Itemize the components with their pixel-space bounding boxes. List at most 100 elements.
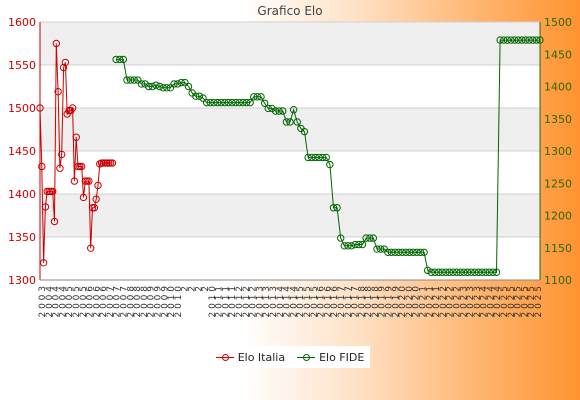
left-tick-label: 1500 [8,102,36,115]
left-tick-label: 1350 [8,231,36,244]
elo-fide-point [116,55,124,64]
elo-fide-point [507,36,515,44]
x-tick-label: 2 0 1 9 [378,286,388,318]
x-tick-label: 2 0 1 0 [174,286,184,318]
elo-fide-point [481,268,490,276]
elo-fide-point [217,98,225,107]
x-tick-label: 2 [201,286,211,292]
elo-italia-point [59,63,68,72]
elo-fide-point [452,268,461,276]
elo-fide-point [442,268,450,276]
elo-italia-point [52,39,61,48]
elo-fide-point [351,240,359,249]
right-tick-label: 1150 [544,242,572,255]
x-tick-label: 2 0 1 7 [344,286,354,318]
elo-fide-point [485,268,493,276]
elo-fide-point [206,98,214,107]
x-tick-label: 2 0 1 2 [249,286,259,318]
x-tick-label: 2 0 0 4 [52,286,62,318]
x-tick-label: 2 0 1 6 [330,286,340,318]
elo-fide-point [264,104,272,113]
elo-fide-point [431,268,439,276]
left-tick-label: 1450 [8,145,36,158]
x-tick-label: 2 0 2 2 [452,286,462,318]
elo-fide-point [409,248,417,256]
x-tick-label: 2 [187,286,197,292]
x-tick-label: 2 0 0 3 [38,286,48,318]
legend-label-italia: Elo Italia [237,350,286,364]
elo-italia-point [38,162,46,171]
elo-fide-point [286,118,294,126]
elo-fide-point [221,98,229,107]
elo-fide-point [405,248,414,256]
x-tick-label: 2 0 0 6 [86,286,96,318]
elo-fide-point [362,234,370,242]
x-tick-label: 2 0 2 5 [527,286,537,318]
x-tick-label: 2 0 1 4 [276,286,286,318]
elo-fide-point [152,81,160,89]
chart-legend: Elo Italia Elo FIDE [210,346,370,368]
elo-italia-point [41,203,50,211]
x-tick-label: 2 0 1 5 [310,286,320,318]
left-tick-label: 1600 [8,16,36,29]
elo-italia-point [58,150,66,159]
elo-fide-point [420,248,428,256]
x-tick-label: 2 0 1 2 [242,286,252,318]
legend-item-fide: Elo FIDE [297,351,364,364]
x-tick-label: 2 0 2 3 [466,286,476,318]
x-tick-label: 2 0 1 4 [283,286,293,318]
x-tick-label: 2 0 0 8 [126,286,136,318]
elo-italia-point [77,162,86,171]
elo-fide-point [271,107,280,115]
legend-item-italia: Elo Italia [215,350,286,364]
elo-fide-point [308,153,316,162]
elo-fide-point [137,80,146,88]
elo-fide-point [518,36,526,44]
x-tick-label: 2 0 1 0 [167,286,177,318]
elo-fide-point [293,118,301,126]
elo-fide-point [471,268,479,276]
x-tick-label: 2 0 1 0 [208,286,218,318]
elo-fide-point [195,92,204,100]
elo-fide-point [144,82,153,91]
elo-fide-point [333,204,341,212]
elo-fide-point [391,248,399,256]
x-tick-label: 2 0 2 5 [507,286,517,318]
right-tick-label: 1100 [544,274,572,287]
elo-fide-point [275,107,283,115]
elo-fide-point [253,93,262,101]
x-tick-label: 2 0 0 5 [72,286,82,318]
elo-fide-point [250,93,258,101]
left-tick-label: 1550 [8,59,36,72]
right-tick-label: 1450 [544,48,572,61]
left-tick-label: 1300 [8,274,36,287]
elo-italia-point [48,187,57,196]
elo-fide-point [177,78,186,87]
elo-fide-point [532,36,541,44]
elo-fide-point [192,92,200,100]
x-tick-label: 2 0 2 2 [446,286,456,318]
x-tick-label: 2 0 0 5 [65,286,75,318]
x-tick-label: 2 0 0 4 [45,286,55,318]
elo-fide-point [170,80,178,88]
x-tick-label: 2 0 1 8 [371,286,381,318]
plot-band [40,22,540,65]
elo-fide-point [228,98,236,107]
elo-fide-point [337,234,345,242]
elo-fide-point [130,76,138,84]
x-tick-label: 2 0 1 7 [337,286,347,318]
x-tick-label: 2 0 1 5 [296,286,306,318]
x-tick-label: 2 0 2 1 [425,286,435,318]
elo-fide-point [489,268,497,276]
elo-fide-point [239,98,247,107]
elo-fide-point [242,98,251,107]
x-tick-label: 2 0 0 6 [92,286,102,318]
elo-fide-point [474,268,483,276]
elo-italia-point [61,58,70,67]
elo-italia-point [56,164,64,172]
x-tick-label: 2 0 0 8 [133,286,143,318]
x-tick-label: 2 0 0 9 [154,286,164,318]
elo-italia-point [85,177,93,185]
